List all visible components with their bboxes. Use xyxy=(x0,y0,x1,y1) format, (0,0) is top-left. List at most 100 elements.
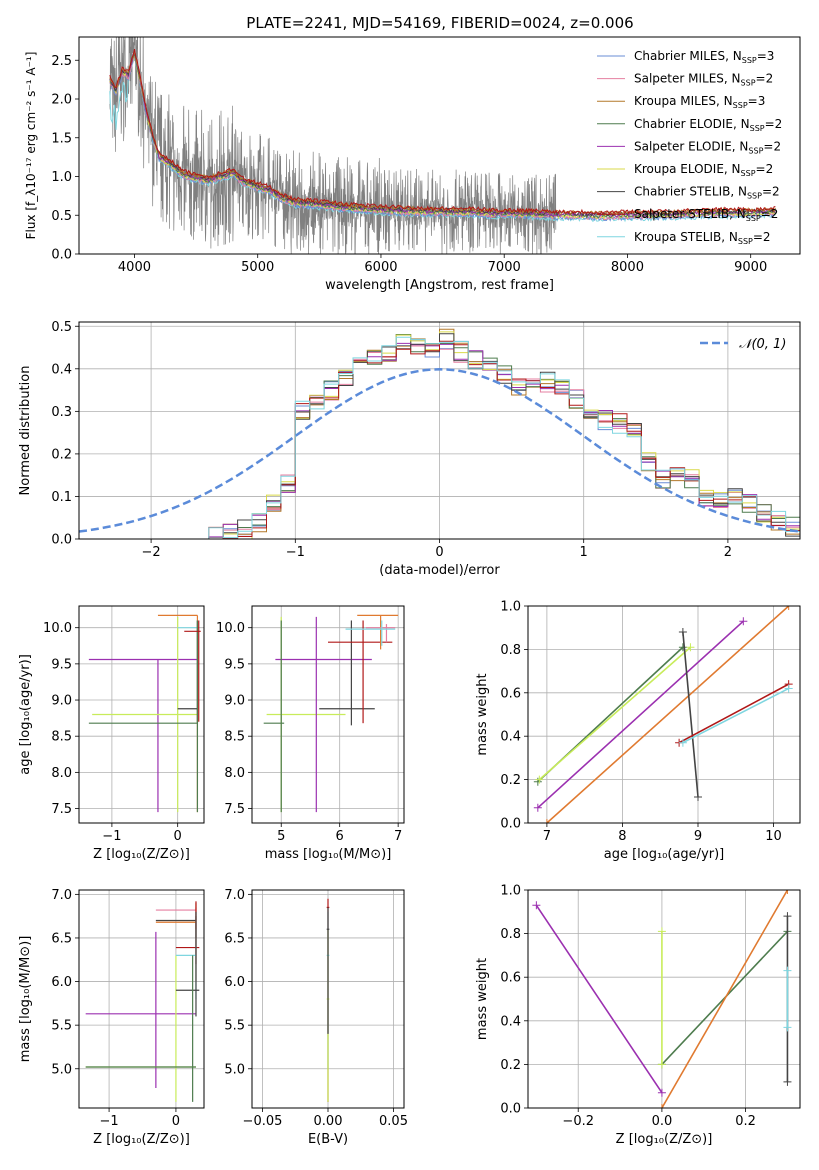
x-tick-label: 4000 xyxy=(118,260,151,275)
legend-suffix: =2 xyxy=(762,185,780,199)
legend-entry: Kroupa ELODIE, NSSP=2 xyxy=(634,162,773,178)
y-tick-label: 0.0 xyxy=(51,533,72,548)
x-axis-label: E(B-V) xyxy=(308,1132,348,1147)
y-tick-label: 0.8 xyxy=(500,927,521,942)
legend-name: Kroupa STELIB, N xyxy=(634,230,738,244)
normal-curve xyxy=(79,368,800,533)
series-line xyxy=(537,620,744,809)
y-tick-label: 0.5 xyxy=(51,320,72,335)
y-tick-label: 1.0 xyxy=(51,170,72,185)
x-tick-label: 0.00 xyxy=(314,1114,343,1129)
spectrum-plot-area xyxy=(109,37,776,254)
age_vs_mass-plot-area xyxy=(263,614,399,813)
x-tick-label: 5000 xyxy=(241,260,274,275)
mass_vs_Z-panel: −1 0 5.0 5.5 6.0 6.5 7.0 Z [log₁₀(Z/Z⊙)] mass [l… xyxy=(18,888,205,1147)
age_vs_mass-panel: 5 6 7 7.5 8.0 8.5 9.0 9.5 10.0 mass [log₁₀(M/M⊙)] xyxy=(216,605,405,862)
x-tick-label: 8000 xyxy=(611,260,644,275)
y-tick-label: 6.0 xyxy=(224,975,245,990)
legend-suffix: =3 xyxy=(748,94,766,108)
x-axis-label: Z [log₁₀(Z/Z⊙)] xyxy=(93,1132,190,1147)
x-axis-label: Z [log₁₀(Z/Z⊙)] xyxy=(616,1132,713,1147)
legend-entry: Kroupa MILES, NSSP=3 xyxy=(634,94,765,110)
data-point xyxy=(678,628,687,637)
data-point xyxy=(694,792,702,801)
y-tick-label: 1.5 xyxy=(51,131,72,146)
y-tick-label: 7.5 xyxy=(51,802,72,817)
data-spectrum xyxy=(109,37,557,254)
y-tick-label: 0.4 xyxy=(51,362,72,377)
data-point xyxy=(657,1060,666,1069)
y-tick-label: 0.0 xyxy=(51,248,72,263)
x-tick-label: −1 xyxy=(102,829,121,844)
legend-entry: 𝒩(0, 1) xyxy=(739,337,786,352)
x-tick-label: 0 xyxy=(435,545,443,560)
y-tick-label: 9.5 xyxy=(51,657,72,672)
legend-entry: Chabrier MILES, NSSP=3 xyxy=(634,49,774,65)
x-tick-label: −1 xyxy=(286,545,305,560)
x-axis-label: (data-model)/error xyxy=(379,563,500,578)
legend-suffix: =3 xyxy=(757,49,775,63)
x-tick-label: 0 xyxy=(174,829,182,844)
data-point xyxy=(783,890,792,894)
x-axis-label: age [log₁₀(age/yr)] xyxy=(604,847,725,862)
y-tick-label: 7.0 xyxy=(51,888,72,903)
data-point xyxy=(533,803,542,812)
weight_vs_Z-plot-area xyxy=(532,890,792,1108)
y-tick-label: 9.0 xyxy=(224,694,245,709)
legend-entry: Chabrier STELIB, NSSP=2 xyxy=(634,185,780,201)
data-point xyxy=(783,1023,792,1032)
y-axis-label: mass [log₁₀(M/M⊙)] xyxy=(18,936,33,1063)
legend-name: Salpeter MILES, N xyxy=(634,72,741,86)
legend-suffix: =2 xyxy=(756,72,774,86)
series-line xyxy=(538,646,691,781)
y-tick-label: 9.0 xyxy=(51,694,72,709)
model-salpeter_miles xyxy=(109,54,776,221)
y-tick-label: 7.0 xyxy=(224,888,245,903)
legend-entry: Salpeter MILES, NSSP=2 xyxy=(634,72,773,88)
x-axis-label: Z [log₁₀(Z/Z⊙)] xyxy=(93,847,190,862)
series-line xyxy=(682,631,699,798)
y-axis-label: mass weight xyxy=(475,673,490,755)
y-tick-label: 2.0 xyxy=(51,93,72,108)
data-point xyxy=(535,775,544,784)
mass_vs_EBV-panel: −0.05 0.00 0.05 5.0 5.5 6.0 6.5 7.0 E(B-V) xyxy=(224,888,408,1147)
x-tick-label: 0.05 xyxy=(379,1114,408,1129)
legend-name: Chabrier ELODIE, N xyxy=(634,117,750,131)
y-tick-label: 1.0 xyxy=(500,884,521,899)
x-tick-label: 10 xyxy=(765,829,782,844)
y-tick-label: 8.0 xyxy=(51,766,72,781)
model-salpeter_stelib xyxy=(109,48,776,215)
legend-name: Salpeter ELODIE, N xyxy=(634,139,748,153)
x-tick-label: 0.2 xyxy=(735,1114,756,1129)
spectrum-panel: 4000 5000 6000 7000 8000 9000 0.0 0.5 1.0 1.5 2.0 2… xyxy=(24,14,801,293)
residuals-plot-area xyxy=(79,328,800,539)
legend-entry: Kroupa STELIB, NSSP=2 xyxy=(634,230,771,246)
y-tick-label: 5.5 xyxy=(51,1019,72,1034)
legend-sub: SSP xyxy=(733,101,748,110)
legend-entry: Salpeter ELODIE, NSSP=2 xyxy=(634,139,781,155)
series-line xyxy=(678,683,790,744)
legend-suffix: =2 xyxy=(761,207,779,221)
data-point xyxy=(542,819,551,823)
data-point xyxy=(678,643,687,652)
histogram-chabrier_stelib xyxy=(208,333,800,539)
histogram-chabrier_elodie xyxy=(208,334,800,539)
data-point xyxy=(678,738,687,747)
x-tick-label: 2 xyxy=(724,545,732,560)
y-tick-label: 0.4 xyxy=(500,730,521,745)
legend-entry: Chabrier ELODIE, NSSP=2 xyxy=(634,117,782,133)
y-tick-label: 2.5 xyxy=(51,54,72,69)
y-tick-label: 1.0 xyxy=(500,600,521,615)
y-tick-label: 8.5 xyxy=(51,730,72,745)
y-tick-label: 5.5 xyxy=(224,1019,245,1034)
chart-title: PLATE=2241, MJD=54169, FIBERID=0024, z=0… xyxy=(246,14,633,32)
axes-frame xyxy=(78,321,801,540)
weight_vs_age-plot-area xyxy=(533,606,793,823)
legend-name: Chabrier STELIB, N xyxy=(634,185,747,199)
x-tick-label: 0.0 xyxy=(652,1114,673,1129)
legend-sub: SSP xyxy=(742,56,757,65)
y-tick-label: 6.5 xyxy=(51,931,72,946)
y-tick-label: 5.0 xyxy=(51,1062,72,1077)
y-tick-label: 0.1 xyxy=(51,490,72,505)
x-tick-label: 0 xyxy=(172,1114,180,1129)
